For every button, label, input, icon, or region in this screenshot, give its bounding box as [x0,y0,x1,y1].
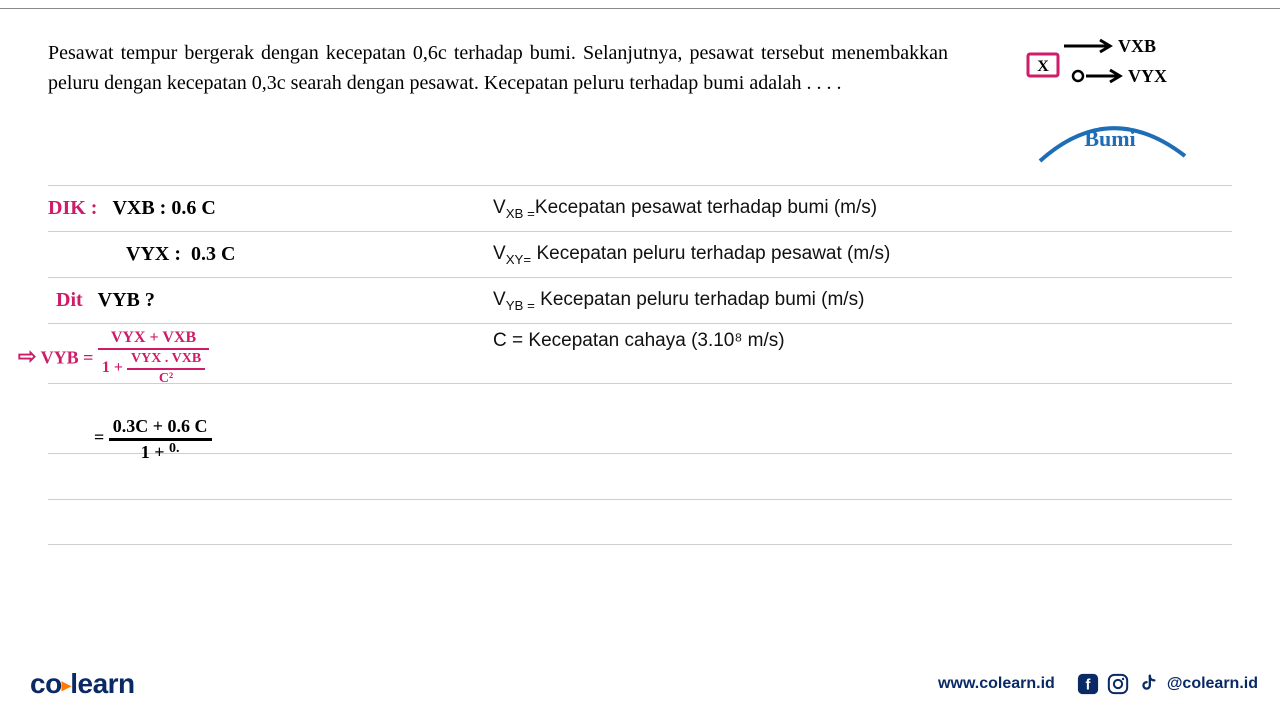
calc-numerator: 0.3C + 0.6 C [109,415,212,441]
row-empty-2 [48,499,1232,545]
row-vxb: DIK : VXB : 0.6 C VXB =Kecepatan pesawat… [48,185,1232,231]
logo-co: co [30,668,62,699]
def-c: C = Kecepatan cahaya (3.10⁸ m/s) [493,330,785,352]
social-handle[interactable]: @colearn.id [1167,675,1258,693]
def-vxb: VXB =Kecepatan pesawat terhadap bumi (m/… [493,197,877,221]
footer-url[interactable]: www.colearn.id [938,675,1055,693]
def-vxy: VXY= Kecepatan peluru terhadap pesawat (… [493,243,890,267]
formula-lhs: VYB = [41,348,94,368]
diagram-vyx-label: VYX [1128,66,1167,86]
svg-text:f: f [1085,678,1090,694]
row-vyx: VYX : 0.3 C VXY= Kecepatan peluru terhad… [48,231,1232,277]
row-empty-1 [48,453,1232,499]
row-formula: C = Kecepatan cahaya (3.10⁸ m/s) [48,323,1232,383]
formula-numerator: VYX + VXB [98,328,209,350]
def-vyb: VYB = Kecepatan peluru terhadap bumi (m/… [493,289,864,313]
diagram-sketch: X VXB VYX Bumi [1020,36,1230,171]
instagram-icon[interactable] [1107,673,1129,695]
facebook-icon[interactable]: f [1077,673,1099,695]
diagram-box-label: X [1037,58,1049,75]
footer-right: www.colearn.id f @colearn.id [938,673,1258,695]
logo-learn: learn [70,668,134,699]
tiktok-icon[interactable] [1137,673,1159,695]
diagram-bumi-label: Bumi [1084,126,1135,151]
vyx-given-label: VYX : [126,243,181,265]
dit-heading: Dit [56,289,83,311]
dik-heading: DIK : [48,197,97,219]
page-top-rule [0,8,1280,9]
logo: co▸learn [30,668,135,700]
row-calc [48,383,1232,453]
footer: co▸learn www.colearn.id f @colearn.id [30,668,1258,700]
vxb-given-label: VXB : [112,197,166,219]
ruled-rows: DIK : VXB : 0.6 C VXB =Kecepatan pesawat… [48,185,1232,545]
vxb-given-value: 0.6 C [171,197,215,219]
asked-label: VYB ? [98,289,155,311]
vyx-given-value: 0.3 C [191,243,235,265]
social-links: f @colearn.id [1077,673,1258,695]
handwritten-formula: ⇨ VYB = VYX + VXB 1 + VYX . VXB C² = 0.3… [18,330,212,463]
question-text: Pesawat tempur bergerak dengan kecepatan… [48,38,948,98]
row-asked: Dit VYB ? VYB = Kecepatan peluru terhada… [48,277,1232,323]
diagram-vxb-label: VXB [1118,36,1156,56]
